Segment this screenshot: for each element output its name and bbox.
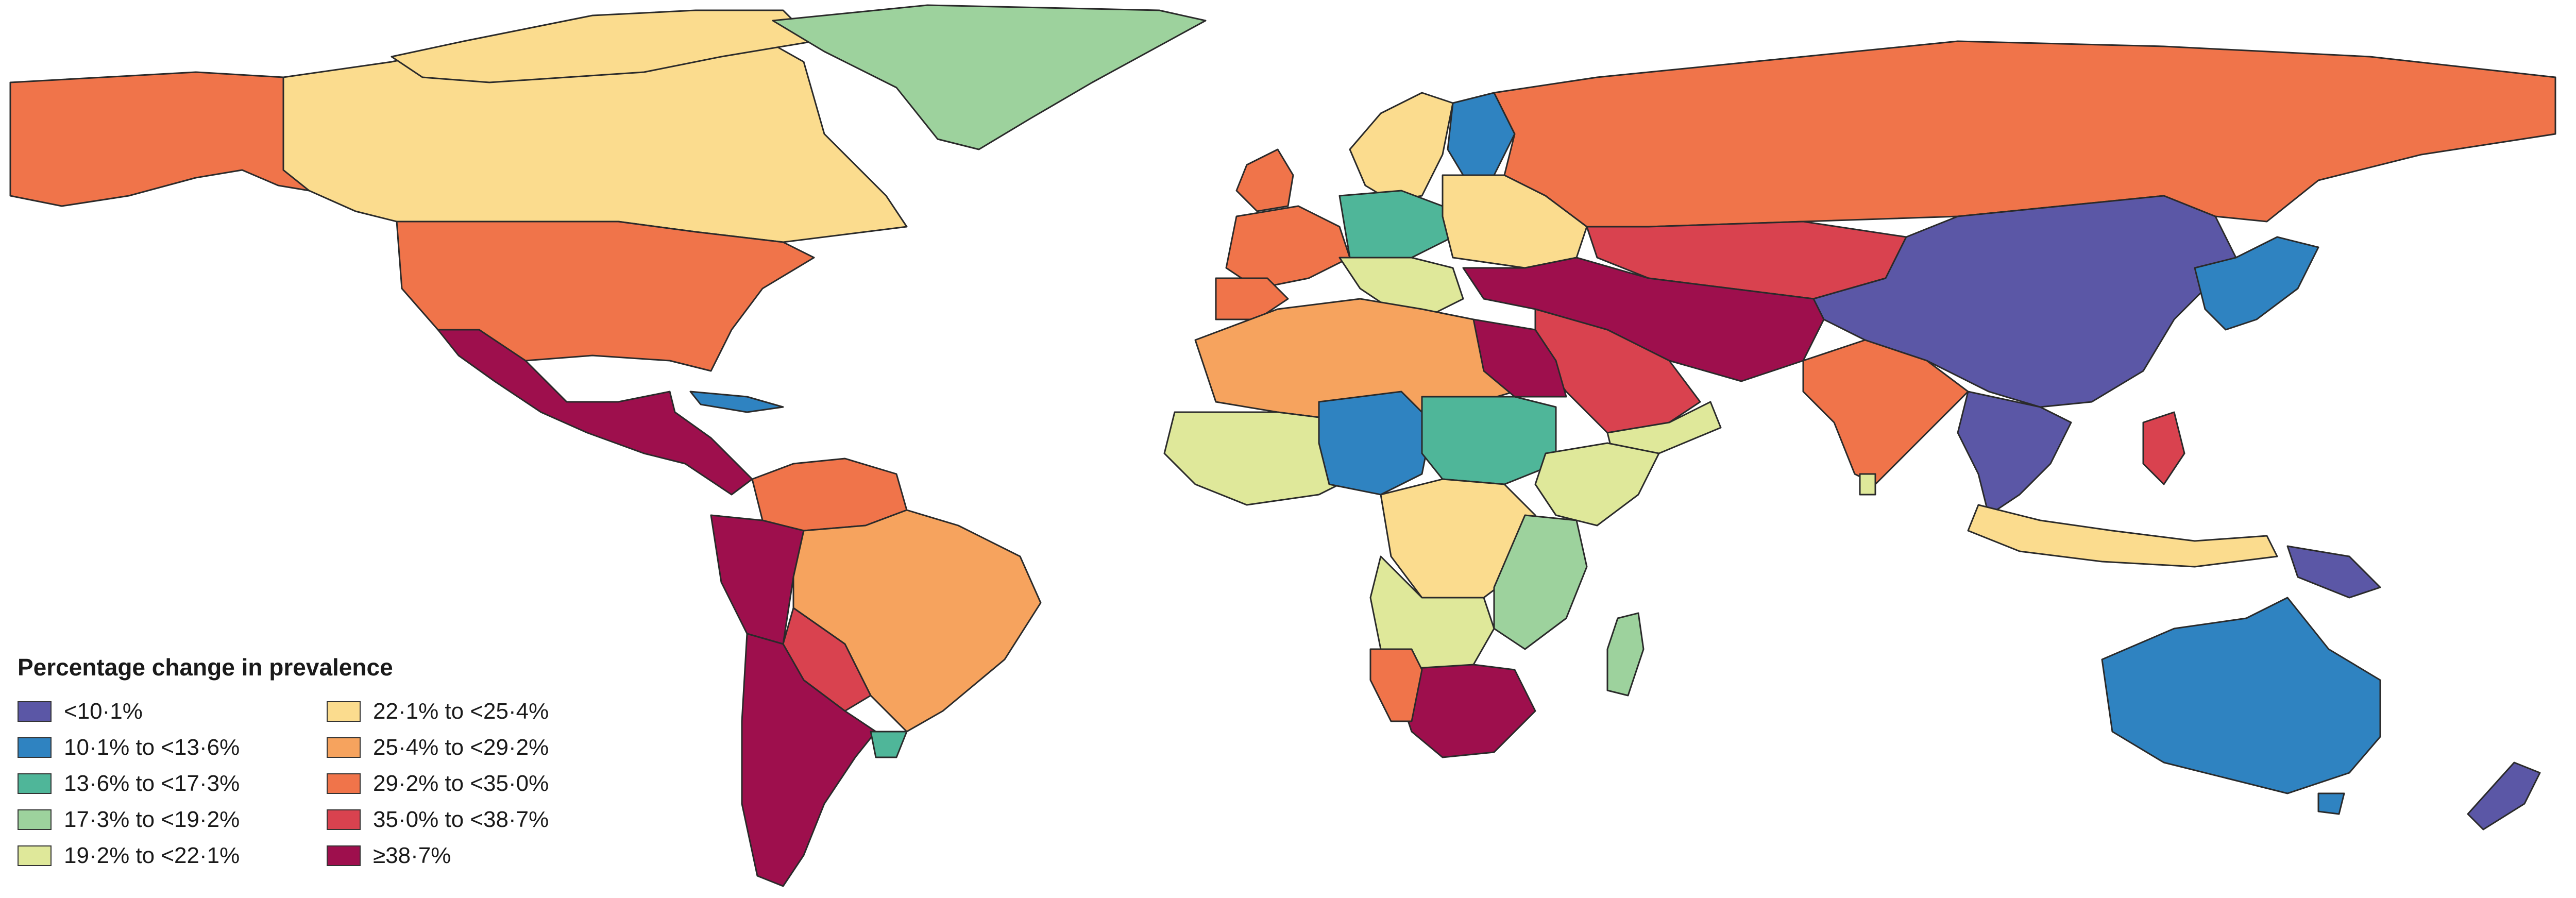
legend-item: 22·1% to <25·4%: [327, 693, 615, 730]
region-korea-japan: [2194, 236, 2319, 331]
legend-swatch: [18, 701, 52, 722]
region-southeast-asia: [1957, 391, 2072, 516]
legend-item: 13·6% to <17·3%: [18, 766, 306, 802]
region-namibia: [1369, 648, 1423, 722]
legend-swatch: [18, 845, 52, 866]
legend-item: 19·2% to <22·1%: [18, 838, 306, 874]
region-madagascar: [1606, 612, 1645, 697]
legend-grid: <10·1% 10·1% to <13·6% 13·6% to <17·3% 1…: [18, 693, 625, 874]
region-ethiopia-horn: [1534, 442, 1660, 527]
region-tasmania: [2317, 792, 2345, 815]
legend-item: 10·1% to <13·6%: [18, 730, 306, 766]
region-indonesia: [1967, 504, 2278, 568]
region-scandinavia: [1349, 92, 1454, 202]
region-new-zealand: [2467, 761, 2541, 831]
legend-item: ≥38·7%: [327, 838, 615, 874]
legend-label: ≥38·7%: [373, 843, 451, 868]
legend-swatch: [327, 845, 361, 866]
region-uruguay: [870, 731, 908, 758]
region-southern-africa: [1390, 664, 1536, 758]
legend-label: 10·1% to <13·6%: [64, 735, 240, 760]
region-alaska: [9, 71, 310, 207]
region-sri-lanka: [1859, 473, 1876, 496]
legend-label: 19·2% to <22·1%: [64, 843, 240, 868]
legend-label: <10·1%: [64, 699, 143, 724]
legend-swatch: [327, 737, 361, 758]
region-iberia: [1215, 277, 1289, 320]
region-caribbean: [689, 391, 784, 413]
legend-swatch: [327, 701, 361, 722]
region-sudan: [1421, 396, 1557, 485]
region-uk-ireland: [1235, 148, 1294, 212]
region-papua-new-guinea: [2286, 545, 2381, 599]
legend-item: 35·0% to <38·7%: [327, 802, 615, 838]
region-australia: [2101, 597, 2381, 794]
legend-label: 25·4% to <29·2%: [373, 735, 549, 760]
legend-swatch: [18, 809, 52, 830]
region-india: [1802, 339, 1969, 485]
region-russia: [1493, 40, 2556, 228]
legend-item: 29·2% to <35·0%: [327, 766, 615, 802]
legend-label: 22·1% to <25·4%: [373, 699, 549, 724]
region-western-europe: [1225, 205, 1351, 290]
legend-swatch: [18, 773, 52, 794]
region-philippines: [2142, 411, 2185, 485]
legend-label: 29·2% to <35·0%: [373, 771, 549, 796]
legend-item: 17·3% to <19·2%: [18, 802, 306, 838]
legend-title: Percentage change in prevalence: [18, 654, 393, 681]
region-east-africa: [1493, 514, 1588, 650]
legend-swatch: [18, 737, 52, 758]
legend-label: 17·3% to <19·2%: [64, 807, 240, 832]
region-central-europe: [1338, 190, 1454, 259]
legend-label: 13·6% to <17·3%: [64, 771, 240, 796]
region-balkans-italy: [1338, 257, 1464, 315]
legend-label: 35·0% to <38·7%: [373, 807, 549, 832]
legend-swatch: [327, 773, 361, 794]
region-egypt: [1472, 318, 1567, 398]
region-argentina-chile: [741, 633, 877, 887]
region-ecuador-peru: [710, 514, 805, 645]
map-legend: Percentage change in prevalence <10·1% 1…: [18, 653, 625, 890]
legend-item: 25·4% to <29·2%: [327, 730, 615, 766]
legend-item: <10·1%: [18, 693, 306, 730]
legend-swatch: [327, 809, 361, 830]
region-nigeria-chad: [1318, 391, 1433, 496]
region-greenland: [772, 4, 1207, 150]
